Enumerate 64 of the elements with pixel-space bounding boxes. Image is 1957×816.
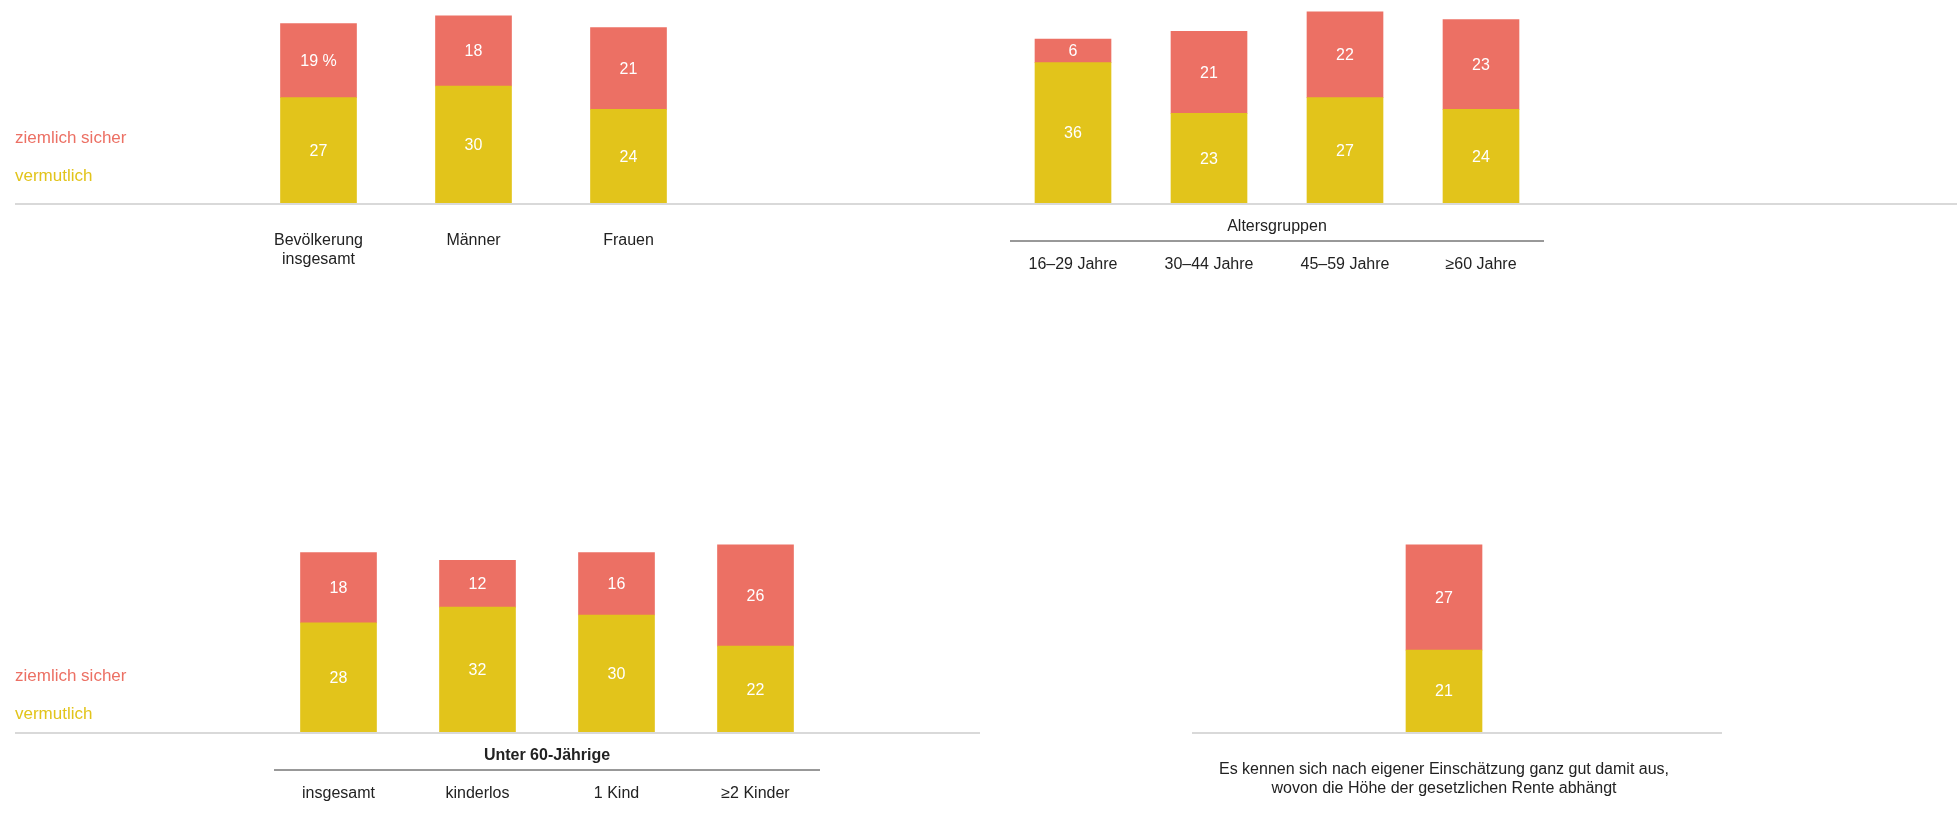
data-label: 32 — [468, 661, 487, 679]
bar — [1034, 38, 1112, 63]
data-label: 21 — [619, 59, 638, 77]
x-tick-label: Es kennen sich nach eigener Einschätzung ganz gut damit aus, wovon die Höhe der gesetzlichen Rente abhängt — [1218, 760, 1670, 797]
bar — [439, 606, 516, 732]
x-tick-label: 30–44 Jahre — [1164, 255, 1254, 273]
data-label: 27 — [309, 141, 328, 159]
x-tick-label: kinderlos — [445, 784, 510, 802]
bar — [1170, 112, 1248, 203]
data-label: 22 — [746, 680, 765, 698]
bar — [1442, 109, 1520, 203]
x-tick-label: 1 Kind — [593, 784, 640, 802]
text: vermutlich — [15, 165, 93, 187]
x-axis-title: Unter 60-Jährige — [483, 746, 611, 764]
bar — [1306, 97, 1384, 203]
data-label: 18 — [329, 579, 348, 597]
bar — [435, 85, 512, 203]
data-label: 26 — [746, 586, 765, 604]
bar — [439, 560, 516, 608]
x-tick-label: Männer — [446, 231, 502, 249]
data-label: 27 — [1435, 588, 1453, 606]
text: vermutlich — [15, 703, 93, 725]
bar — [300, 622, 377, 732]
x-tick-label: 45–59 Jahre — [1300, 255, 1390, 273]
x-tick-label: Frauen — [603, 231, 654, 249]
bar — [280, 97, 357, 203]
data-label: 24 — [1472, 147, 1490, 165]
bar — [1034, 62, 1112, 203]
text: ziemlich sicher — [15, 127, 127, 149]
bar — [717, 544, 794, 647]
x-tick-label: 16–29 Jahre — [1028, 255, 1118, 273]
bar — [300, 552, 377, 624]
data-label: 16 — [607, 575, 626, 593]
bar — [1170, 31, 1248, 114]
data-label: 36 — [1064, 124, 1082, 142]
data-label: 22 — [1336, 46, 1354, 64]
bar — [578, 552, 655, 616]
data-label: 23 — [1200, 149, 1218, 167]
x-axis-title: Altersgruppen — [1227, 217, 1327, 235]
bar — [1442, 19, 1520, 110]
x-tick-label: ≥2 Kinder — [721, 784, 791, 802]
data-label: 28 — [329, 668, 348, 686]
data-label: 21 — [1200, 63, 1218, 81]
data-label: 19 % — [300, 52, 337, 70]
bar — [590, 109, 667, 203]
data-label: 6 — [1068, 42, 1078, 60]
x-tick-label: ≥60 Jahre — [1445, 255, 1517, 273]
x-tick-label: Bevölkerung insgesamt — [274, 231, 363, 268]
data-label: 30 — [607, 664, 626, 682]
data-label: 21 — [1435, 682, 1453, 700]
data-label: 27 — [1336, 141, 1354, 159]
bar — [280, 23, 357, 99]
x-tick-label: insgesamt — [302, 784, 376, 802]
bar — [1306, 11, 1384, 99]
data-label: 24 — [619, 147, 638, 165]
data-label: 23 — [1472, 55, 1490, 73]
bar — [435, 15, 512, 87]
bar — [590, 27, 667, 110]
bar — [717, 645, 794, 732]
data-label: 30 — [464, 135, 483, 153]
bar — [578, 614, 655, 732]
data-label: 12 — [468, 575, 487, 593]
data-label: 18 — [464, 42, 483, 60]
text: ziemlich sicher — [15, 665, 127, 687]
